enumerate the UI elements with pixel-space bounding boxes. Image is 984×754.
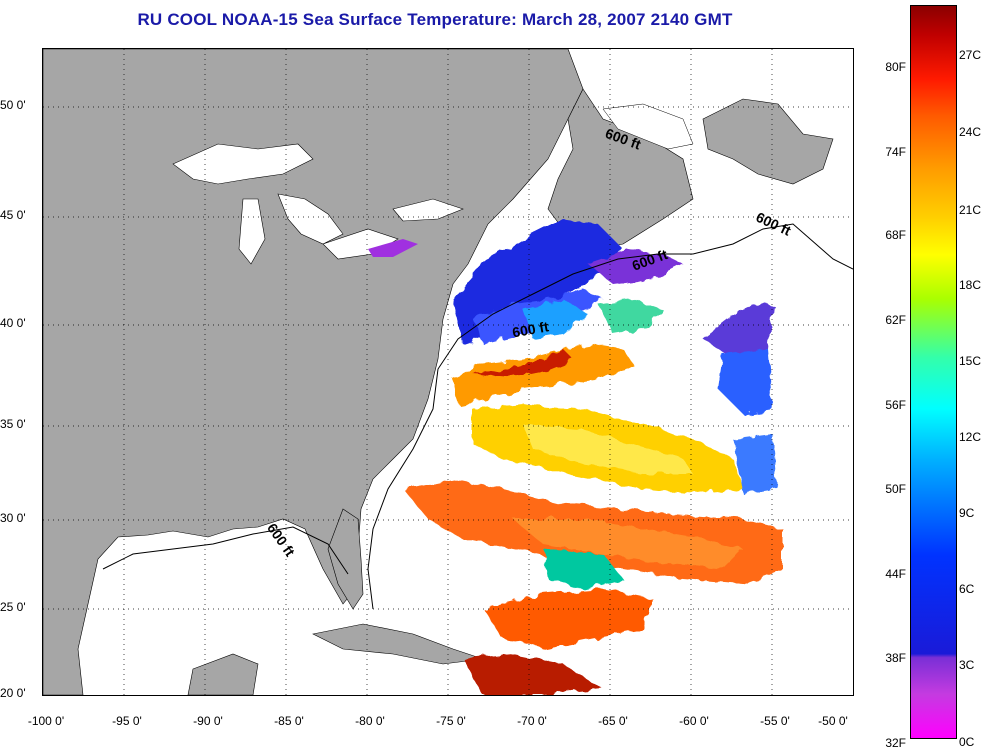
lat-label-35: 35 0' (0, 417, 26, 431)
contour-600ft (367, 223, 853, 610)
svg-text:600 ft: 600 ft (511, 318, 550, 340)
colorbar-label-68f: 68F (885, 228, 906, 242)
colorbar-label-9c: 9C (959, 506, 975, 520)
colorbar-label-24c: 24C (959, 125, 982, 139)
colorbar-label-21c: 21C (959, 203, 982, 217)
colorbar-label-3c: 3C (959, 658, 975, 672)
colorbar-label-0c: 0C (959, 735, 975, 749)
colorbar-label-12c: 12C (959, 430, 982, 444)
colorbar-label-32f: 32F (885, 736, 906, 750)
lon-label-75: -75 0' (436, 714, 466, 728)
sst-data-field (403, 219, 783, 695)
lon-label-70: -70 0' (517, 714, 547, 728)
colorbar-label-44f: 44F (885, 567, 906, 581)
lat-label-40: 40 0' (0, 316, 26, 330)
colorbar-label-62f: 62F (885, 313, 906, 327)
land-yucatan (187, 653, 259, 695)
sst-map[interactable]: 600 ft 600 ft 600 ft 600 ft 600 ft (42, 48, 854, 696)
svg-text:600 ft: 600 ft (264, 520, 298, 559)
lon-label-50: -50 0' (818, 714, 848, 728)
lat-label-25: 25 0' (0, 600, 26, 614)
colorbar-label-50f: 50F (885, 482, 906, 496)
map-title: RU COOL NOAA-15 Sea Surface Temperature:… (137, 10, 733, 29)
lat-label-50: 50 0' (0, 98, 26, 112)
lon-label-95: -95 0' (112, 714, 142, 728)
land-florida (327, 508, 364, 610)
colorbar-label-38f: 38F (885, 651, 906, 665)
colorbar-label-18c: 18C (959, 278, 982, 292)
lon-label-80: -80 0' (355, 714, 385, 728)
colorbar-label-56f: 56F (885, 398, 906, 412)
colorbar-label-80f: 80F (885, 60, 906, 74)
lon-label-65: -65 0' (598, 714, 628, 728)
lat-label-30: 30 0' (0, 511, 26, 525)
colorbar-label-74f: 74F (885, 145, 906, 159)
gulf-st-lawrence (602, 103, 694, 150)
colorbar-label-15c: 15C (959, 354, 982, 368)
great-lakes (172, 143, 464, 265)
graticule (43, 49, 853, 695)
temperature-colorbar (910, 5, 957, 739)
svg-text:600 ft: 600 ft (754, 209, 794, 239)
lon-label-55: -55 0' (760, 714, 790, 728)
lat-label-45: 45 0' (0, 208, 26, 222)
land-cuba (312, 623, 484, 665)
colorbar-label-27c: 27C (959, 48, 982, 62)
lon-label-100: -100 0' (27, 714, 65, 728)
land-newfoundland (702, 98, 834, 185)
lon-label-90: -90 0' (193, 714, 223, 728)
lat-label-20: 20 0' (0, 686, 26, 700)
sst-map-canvas: 600 ft 600 ft 600 ft 600 ft 600 ft (43, 49, 853, 695)
lon-label-85: -85 0' (274, 714, 304, 728)
lon-label-60: -60 0' (679, 714, 709, 728)
lake-erie-sst (368, 239, 418, 257)
colorbar-label-6c: 6C (959, 582, 975, 596)
